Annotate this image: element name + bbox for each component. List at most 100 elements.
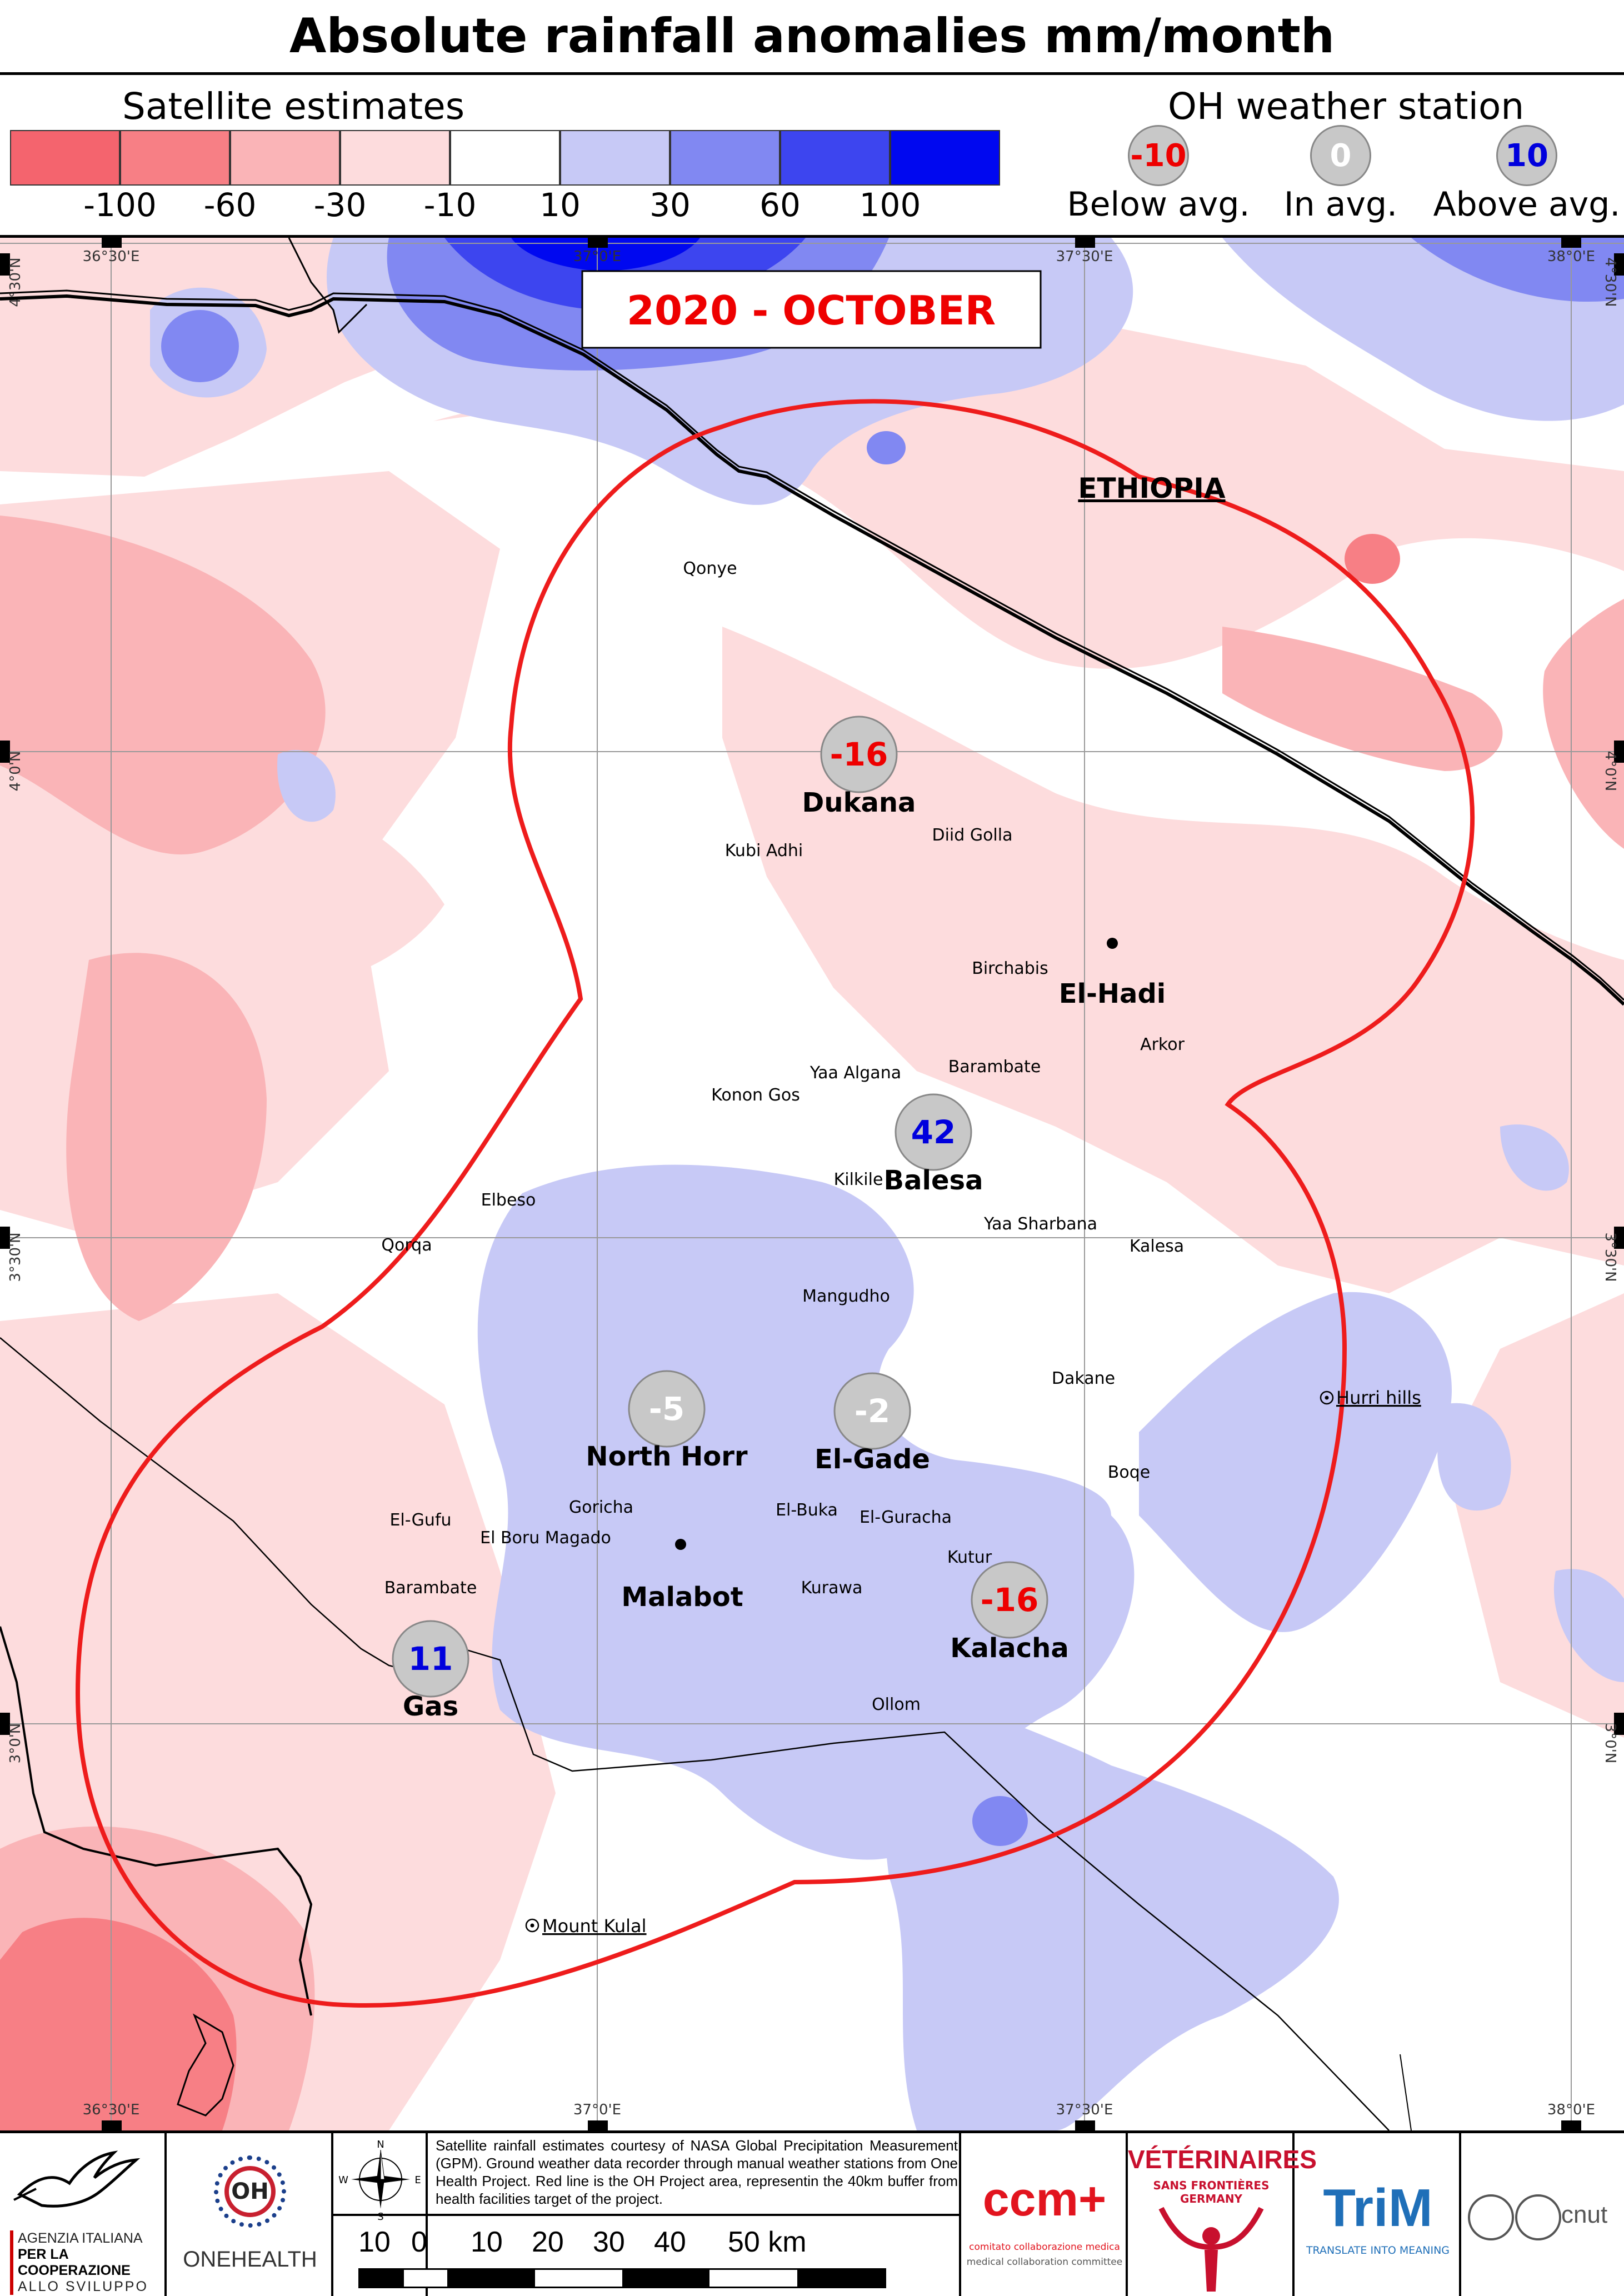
project-area-buffer bbox=[75, 399, 1475, 2008]
ccm-line: medical collaboration committee bbox=[966, 2257, 1123, 2268]
boundary-line bbox=[1400, 2054, 1412, 2130]
ccm-line: comitato collaborazione medica bbox=[969, 2242, 1120, 2253]
station-name: Dukana bbox=[802, 787, 916, 818]
country-label: ETHIOPIA bbox=[1078, 472, 1225, 504]
lat-label: 3°0'N bbox=[1602, 1723, 1618, 1764]
scale-tick-label: -60 bbox=[203, 186, 257, 224]
ethiopia-border-inner bbox=[0, 289, 1624, 1001]
lon-label: 37°30'E bbox=[1056, 248, 1113, 265]
station-el-gade: -2 El-Gade bbox=[815, 1372, 930, 1475]
village-label: Barambate bbox=[384, 1578, 477, 1598]
compass-n: N bbox=[377, 2139, 384, 2150]
station-circle bbox=[833, 1372, 911, 1450]
scale-tick-label: -100 bbox=[83, 186, 157, 224]
dove-icon bbox=[13, 2150, 141, 2208]
color-swatch bbox=[450, 130, 560, 186]
station-dukana: -16 Dukana bbox=[802, 716, 916, 818]
lon-label: 38°0'E bbox=[1547, 2102, 1595, 2118]
lake-shore bbox=[0, 1626, 313, 2016]
color-swatch bbox=[340, 130, 450, 186]
village-label: Arkor bbox=[1140, 1035, 1185, 1054]
village-label: Kurawa bbox=[801, 1578, 863, 1598]
scale-label: 10 bbox=[358, 2226, 391, 2258]
graticule-labels: 36°30'E 37°0'E 37°30'E 38°0'E 36°30'E 37… bbox=[7, 248, 1618, 2118]
lon-label: 37°0'E bbox=[573, 2102, 621, 2118]
town-label: Malabot bbox=[621, 1582, 743, 1613]
village-label: Boqe bbox=[1108, 1463, 1150, 1482]
scale-bar: 10 0 10 20 30 40 50 km bbox=[333, 2215, 961, 2296]
scale-tick-label: 30 bbox=[649, 186, 691, 224]
scale-label: 40 bbox=[654, 2226, 686, 2258]
color-swatch bbox=[890, 130, 1000, 186]
graticule bbox=[0, 238, 1624, 2130]
map-frame[interactable]: 36°30'E 37°0'E 37°30'E 38°0'E 36°30'E 37… bbox=[0, 238, 1624, 2130]
village-label: Goricha bbox=[569, 1498, 633, 1517]
station-value: -5 bbox=[649, 1390, 684, 1428]
lat-label: 3°0'N bbox=[7, 1723, 24, 1764]
station-value: -16 bbox=[981, 1581, 1039, 1619]
compass-w: W bbox=[339, 2174, 348, 2186]
village-label: Mangudho bbox=[802, 1287, 890, 1306]
station-circle bbox=[971, 1561, 1048, 1639]
graticule-ticks bbox=[0, 238, 1624, 2130]
scale-label: 10 bbox=[471, 2226, 503, 2258]
scale-bar-segments bbox=[358, 2268, 886, 2288]
station-example-circle: 10 bbox=[1496, 125, 1557, 186]
town-label: El-Hadi bbox=[1059, 978, 1166, 1009]
island bbox=[177, 2013, 234, 2117]
lon-label: 36°30'E bbox=[83, 2102, 140, 2118]
rainfall-wet-extreme bbox=[511, 238, 700, 271]
station-name: North Horr bbox=[586, 1441, 747, 1472]
station-example-circle: -10 bbox=[1128, 125, 1189, 186]
seal-icon bbox=[1515, 2194, 1561, 2240]
village-label: Ollom bbox=[872, 1695, 921, 1714]
lon-label: 38°0'E bbox=[1547, 248, 1595, 265]
vsf-subtitle: SANS FRONTIÈRES GERMANY bbox=[1153, 2179, 1270, 2205]
station-gas: 11 Gas bbox=[392, 1620, 469, 1722]
lat-label: 3°30'N bbox=[1602, 1232, 1618, 1282]
rainfall-dry-strong bbox=[0, 534, 1400, 2130]
color-swatch bbox=[780, 130, 890, 186]
university-logos: cnut bbox=[1461, 2133, 1624, 2296]
legend: Satellite estimates OH weather station -… bbox=[0, 75, 1624, 238]
scale-label: 20 bbox=[532, 2226, 564, 2258]
station-value: -16 bbox=[830, 736, 888, 773]
village-label: Qonye bbox=[683, 559, 737, 578]
lon-label: 37°0'E bbox=[573, 248, 621, 265]
ethiopia-border bbox=[0, 294, 1624, 1006]
station-balesa: 42 Balesa bbox=[884, 1093, 983, 1196]
village-label: Konon Gos bbox=[711, 1086, 800, 1105]
station-value: 42 bbox=[911, 1113, 956, 1151]
scale-label: 0 bbox=[411, 2226, 427, 2258]
village-label: Barambate bbox=[948, 1057, 1041, 1077]
vsf-figure-icon bbox=[1158, 2207, 1264, 2292]
color-swatch bbox=[670, 130, 780, 186]
station-circle bbox=[820, 716, 898, 793]
town-dot bbox=[675, 1539, 686, 1550]
village-label: Qorqa bbox=[381, 1235, 432, 1255]
lat-label: 4°0'N bbox=[1602, 751, 1618, 792]
color-swatch bbox=[560, 130, 670, 186]
map-canvas[interactable]: 36°30'E 37°0'E 37°30'E 38°0'E 36°30'E 37… bbox=[0, 238, 1624, 2130]
color-swatch bbox=[230, 130, 340, 186]
hills: Hurri hills Mount Kulal bbox=[525, 1387, 1421, 1937]
station-value: -2 bbox=[855, 1392, 890, 1430]
scale-tick-label: -30 bbox=[313, 186, 367, 224]
villages: Qonye Kubi Adhi Diid Golla Birchabis Ark… bbox=[381, 559, 1185, 1714]
station-kalacha: -16 Kalacha bbox=[950, 1561, 1069, 1664]
station-example-label: Below avg. bbox=[1067, 185, 1250, 224]
onehealth-label: ONEHEALTH bbox=[183, 2247, 317, 2272]
page-title: Absolute rainfall anomalies mm/month bbox=[289, 8, 1335, 64]
compass-e: E bbox=[414, 2174, 421, 2186]
village-label: Kalesa bbox=[1130, 1237, 1184, 1256]
aics-logo: AGENZIA ITALIANA PER LA COOPERAZIONE ALL… bbox=[0, 2133, 167, 2296]
unit-wordmark: cnut bbox=[1561, 2201, 1608, 2228]
station-value: 11 bbox=[408, 1640, 453, 1678]
station-circle bbox=[895, 1093, 972, 1171]
agency-line: AGENZIA ITALIANA bbox=[18, 2230, 143, 2246]
period-box bbox=[581, 270, 1042, 349]
trim-wordmark: TriM bbox=[1323, 2178, 1433, 2238]
oh-badge: OH bbox=[224, 2166, 276, 2217]
compass-icon: N S W E bbox=[339, 2139, 421, 2221]
vsf-logo: VÉTÉRINAIRES SANS FRONTIÈRES GERMANY bbox=[1128, 2133, 1317, 2296]
